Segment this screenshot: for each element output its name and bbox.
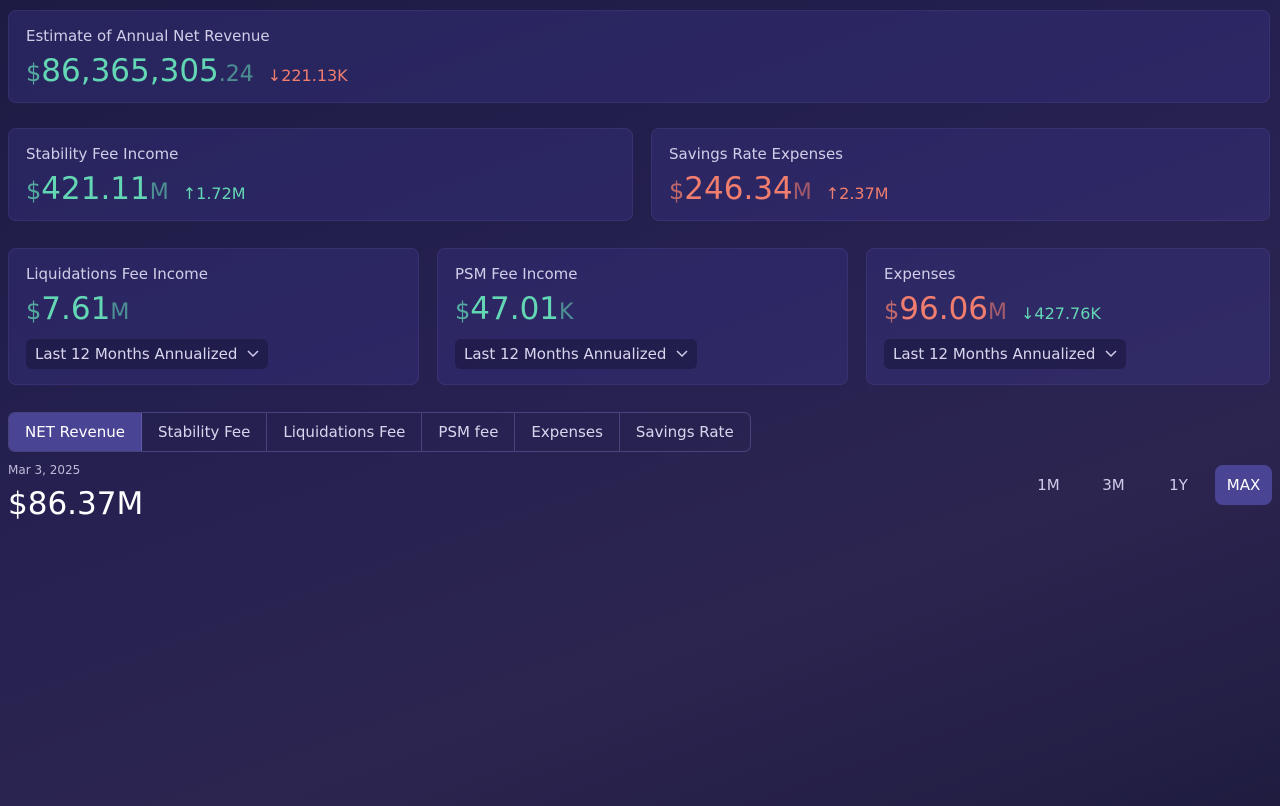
change: ↑2.37M xyxy=(825,184,889,203)
amount: 421.11 xyxy=(41,171,150,207)
tab[interactable]: Savings Rate xyxy=(635,423,734,441)
amount: 7.61 xyxy=(41,291,111,327)
stat-label: Estimate of Annual Net Revenue xyxy=(26,27,270,45)
chevron xyxy=(676,350,688,358)
stat-value: $421.11 M ↑1.72M xyxy=(26,171,615,207)
period-select[interactable]: Last 12 Months Annualized -$100M$0$100M$2… xyxy=(26,339,269,369)
range-button[interactable]: MAX xyxy=(1215,465,1272,505)
tab[interactable]: Expenses xyxy=(515,413,620,451)
unit: M xyxy=(792,180,812,205)
amount: 86,365,305 xyxy=(41,53,219,89)
stat-label: PSM Fee Income xyxy=(455,265,578,283)
amount: 47.01 xyxy=(470,291,560,327)
stat-card: Stability Fee Income $421.11 M ↑1.72M xyxy=(8,128,633,221)
chevron xyxy=(1105,350,1117,358)
stat-label: Savings Rate Expenses xyxy=(669,145,844,163)
amount: 246.34 xyxy=(684,171,793,207)
change: ↓221.13K xyxy=(267,66,348,85)
tab[interactable]: PSM fee xyxy=(422,413,516,451)
stat-label: Liquidations Fee Income xyxy=(26,265,208,283)
chart xyxy=(0,530,1280,806)
stat-value: $7.61 M xyxy=(26,291,401,327)
currency: $ xyxy=(26,177,42,205)
stat-value: $86,365,305.24 ↓221.13K xyxy=(26,53,1252,89)
unit: K xyxy=(559,300,574,325)
tab[interactable]: NET Revenue xyxy=(9,413,142,451)
currency: $ xyxy=(26,59,42,87)
amount: 96.06 xyxy=(899,291,989,327)
stat-value: $47.01 K xyxy=(455,291,830,327)
currency: $ xyxy=(884,297,900,325)
date: Mar 3, 2025 xyxy=(8,463,81,477)
stat-card: Expenses $96.06 M ↓427.76K Last 12 Months An… xyxy=(866,248,1270,385)
period-label: Last 12 Months Annualized xyxy=(35,345,238,363)
stat-card: Liquidations Fee Income $7.61 M Last 12 Mon… xyxy=(8,248,419,385)
stat-card: Savings Rate Expenses $246.34 M ↑2.37M xyxy=(651,128,1270,221)
period-label: Last 12 Months Annualized xyxy=(893,345,1096,363)
unit: M xyxy=(149,180,169,205)
currency: $ xyxy=(26,297,42,325)
range-button[interactable]: 1Y xyxy=(1169,476,1188,494)
change: ↓427.76K xyxy=(1021,304,1101,323)
tab[interactable]: Stability Fee xyxy=(142,413,268,451)
unit: M xyxy=(988,300,1008,325)
unit: .24 xyxy=(218,62,254,87)
tabs: NET Revenue Stability Fee Liquidations Fee… xyxy=(8,412,751,452)
tab[interactable]: Liquidations Fee xyxy=(267,413,423,451)
currency: $ xyxy=(455,297,471,325)
stat-card: Estimate of Annual Net Revenue $86,365,30… xyxy=(8,10,1270,103)
stat-card: PSM Fee Income $47.01 K Last 12 Months Annu… xyxy=(437,248,848,385)
current-value: $86.37M xyxy=(8,486,144,522)
range-button[interactable]: 3M xyxy=(1102,476,1125,494)
stat-value: $246.34 M ↑2.37M xyxy=(669,171,1252,207)
stat-label: Stability Fee Income xyxy=(26,145,179,163)
range-button[interactable]: 1M xyxy=(1037,476,1060,494)
period-select[interactable]: Last 12 Months Annualized xyxy=(455,339,698,369)
ranges: 1M 3M 1Y MAX xyxy=(1020,465,1272,505)
period-label: Last 12 Months Annualized xyxy=(464,345,667,363)
stat-value: $96.06 M ↓427.76K xyxy=(884,291,1252,327)
period-select[interactable]: Last 12 Months Annualized xyxy=(884,339,1127,369)
chevron: -$100M$0$100M$200M$300MDec 2019Feb 2020A… xyxy=(247,350,259,358)
unit: M xyxy=(110,300,130,325)
currency: $ xyxy=(669,177,685,205)
change: ↑1.72M xyxy=(182,184,246,203)
stat-label: Expenses xyxy=(884,265,956,283)
